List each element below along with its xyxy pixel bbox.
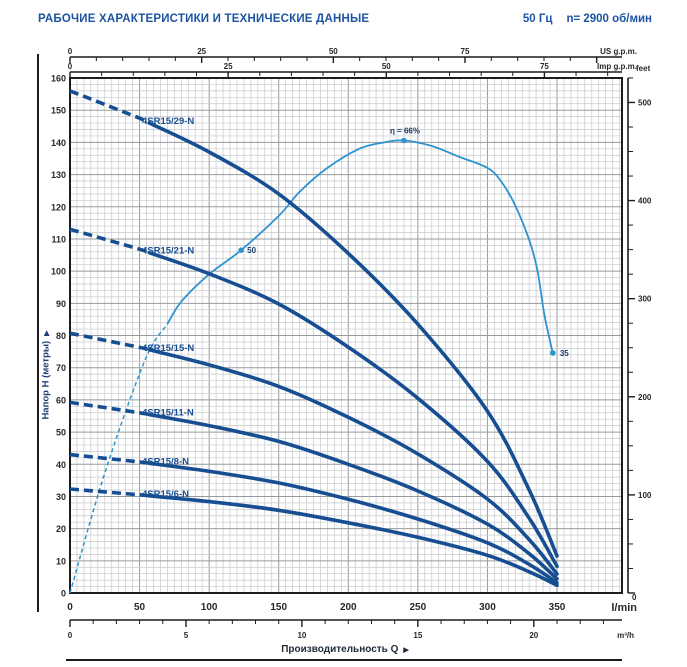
efficiency-marker-dot (401, 137, 407, 144)
curve-label-4SR15/29-N: 4SR15/29-N (142, 116, 194, 127)
y-tick-label-m: 130 (51, 170, 66, 180)
feet-tick-label: 300 (638, 295, 652, 304)
head-curve-dashed-4SR15/11-N (69, 400, 151, 417)
efficiency-marker-label: 35 (560, 349, 569, 358)
y-tick-label-m: 110 (51, 234, 66, 244)
frequency-label: 50 Гц (522, 13, 553, 25)
m3h-tick-label: 0 (68, 631, 73, 640)
feet-zero-label: 0 (632, 593, 637, 602)
y-tick-label-m: 100 (51, 267, 66, 277)
y-tick-label-m: 0 (61, 589, 66, 599)
head-curve-dashed-4SR15/15-N (69, 331, 151, 352)
curve-label-4SR15/8-N: 4SR15/8-N (142, 456, 189, 467)
lmin-unit-label: l/min (611, 602, 637, 614)
y-tick-label-m: 20 (56, 524, 66, 534)
header-specs: 50 Гц n= 2900 об/мин (523, 13, 652, 25)
lmin-tick-label: 100 (201, 602, 218, 613)
head-curve-4SR15/11-N (147, 412, 559, 581)
feet-tick-label: 500 (638, 98, 652, 107)
y-tick-label-m: 60 (56, 395, 66, 405)
us-gpm-ruler-label: 25 (197, 47, 206, 56)
m3h-tick-label: 5 (184, 631, 189, 640)
feet-tick-label: 100 (638, 491, 652, 500)
lmin-tick-label: 250 (410, 602, 427, 613)
page-title: РАБОЧИЕ ХАРАКТЕРИСТИКИ И ТЕХНИЧЕСКИЕ ДАН… (38, 13, 370, 25)
m3h-tick-label: 15 (413, 631, 422, 640)
m3h-tick-label: 20 (529, 631, 538, 640)
head-curve-4SR15/29-N (147, 121, 559, 558)
head-curve-4SR15/8-N (147, 461, 559, 585)
lmin-tick-label: 200 (340, 602, 357, 613)
y-tick-label-m: 140 (51, 138, 66, 148)
y-tick-label-m: 80 (56, 331, 66, 341)
y-tick-label-m: 160 (51, 74, 66, 84)
imp-gpm-ruler-label: 25 (224, 62, 233, 71)
efficiency-curve (166, 139, 554, 354)
y-tick-label-m: 70 (56, 363, 66, 373)
y-tick-label-m: 50 (56, 428, 66, 438)
us-gpm-ruler-unit-label: US g.p.m. (600, 47, 637, 56)
plot-frame (69, 77, 623, 594)
x-axis-title-text: Производительность Q (281, 644, 399, 655)
y-tick-label-m: 40 (56, 460, 66, 470)
y-tick-label-m: 30 (56, 492, 66, 502)
y-tick-label-m: 90 (56, 299, 66, 309)
head-curve-dashed-4SR15/6-N (69, 487, 151, 498)
speed-label: n= 2900 об/мин (566, 13, 652, 25)
m3h-tick-label: 10 (297, 631, 306, 640)
head-curve-dashed-4SR15/21-N (69, 227, 151, 255)
head-curve-4SR15/15-N (147, 348, 559, 576)
lmin-tick-label: 150 (270, 602, 287, 613)
y-tick-label-m: 10 (56, 556, 66, 566)
curve-label-4SR15/6-N: 4SR15/6-N (142, 489, 189, 500)
axis-arrow-icon: ▶ (403, 647, 409, 654)
curve-label-4SR15/21-N: 4SR15/21-N (142, 246, 194, 257)
efficiency-marker-dot (550, 350, 556, 356)
head-curve-4SR15/21-N (147, 250, 559, 569)
lmin-tick-label: 300 (479, 602, 496, 613)
us-gpm-ruler-label: 50 (329, 47, 338, 56)
efficiency-marker-label: 50 (247, 246, 256, 255)
feet-unit-label: feet (636, 64, 651, 73)
us-gpm-ruler-label: 0 (68, 47, 73, 56)
head-curve-dashed-4SR15/8-N (69, 452, 151, 466)
y-tick-label-m: 120 (51, 202, 66, 212)
efficiency-curve-dashed (69, 323, 169, 594)
header: РАБОЧИЕ ХАРАКТЕРИСТИКИ И ТЕХНИЧЕСКИЕ ДАН… (38, 13, 652, 25)
efficiency-marker-label: η = 66% (390, 127, 420, 136)
feet-tick-label: 200 (638, 393, 652, 402)
feet-tick-label: 400 (638, 197, 652, 206)
left-border-rule (37, 54, 39, 612)
head-curve-dashed-4SR15/29-N (69, 89, 151, 125)
head-curve-4SR15/6-N (147, 494, 559, 588)
lmin-tick-label: 350 (549, 602, 566, 613)
imp-gpm-ruler-label: 0 (68, 62, 73, 71)
curve-label-4SR15/11-N: 4SR15/11-N (142, 408, 194, 419)
lmin-tick-label: 50 (134, 602, 146, 613)
imp-gpm-ruler-unit-label: Imp g.p.m. (597, 62, 637, 71)
us-gpm-ruler-label: 75 (461, 47, 470, 56)
efficiency-marker-dot (238, 247, 244, 254)
bottom-divider (66, 659, 622, 661)
m3h-unit-label: m³/h (617, 631, 634, 640)
lmin-tick-label: 0 (67, 602, 73, 613)
imp-gpm-ruler-label: 50 (382, 62, 391, 71)
y-tick-label-m: 150 (51, 106, 66, 116)
imp-gpm-ruler-label: 75 (540, 62, 549, 71)
curve-label-4SR15/15-N: 4SR15/15-N (142, 343, 194, 354)
x-axis-title: Производительность Q ▶ (281, 644, 409, 655)
